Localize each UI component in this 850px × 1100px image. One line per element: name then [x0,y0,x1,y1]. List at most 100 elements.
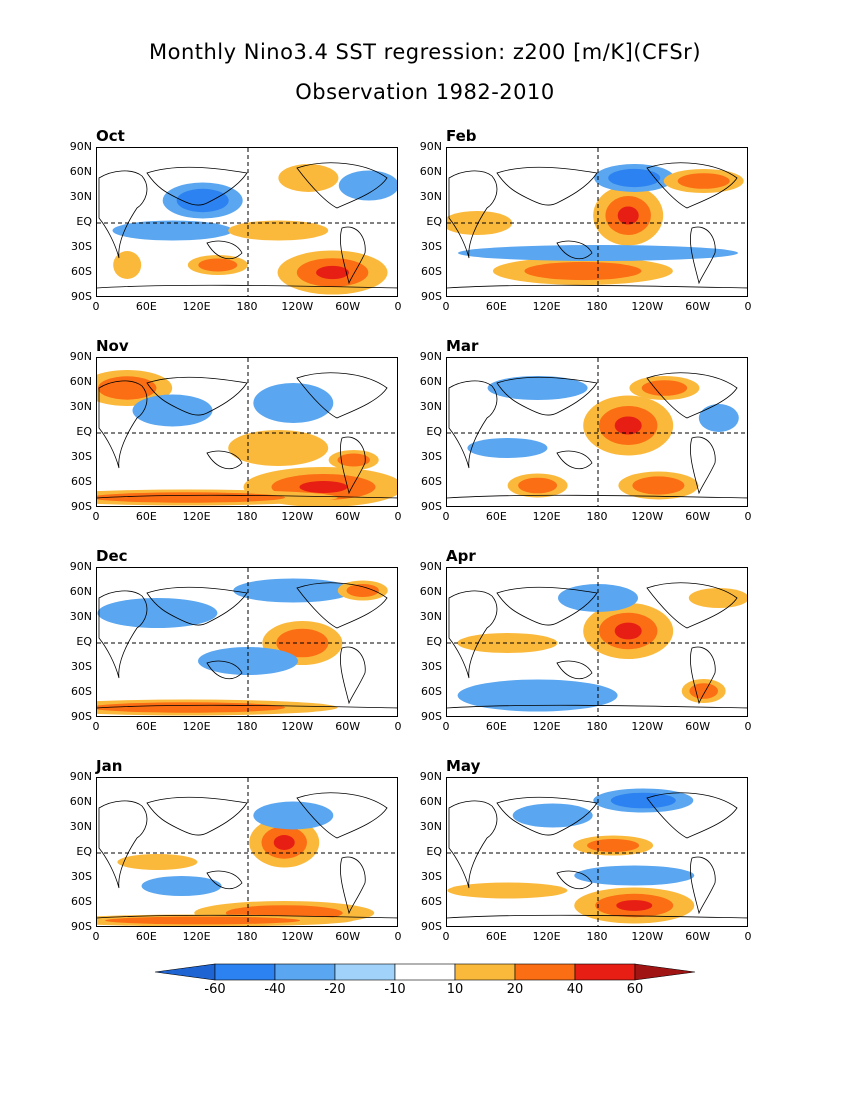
panel-month-label: Oct [96,127,125,145]
anomaly-contour [132,394,213,427]
regression-map [446,147,748,297]
lat-tick-label: EQ [76,425,92,438]
lat-tick-label: 60S [421,685,442,698]
coastline [97,792,397,919]
lon-tick-label: 120E [182,930,211,943]
lat-tick-label: 60S [421,895,442,908]
coastline [97,372,397,499]
lat-tick-label: 60S [71,685,92,698]
lat-tick-label: 90S [71,500,92,513]
lat-tick-label: 60N [69,375,92,388]
regression-map [96,357,398,507]
coastline [447,162,747,289]
lon-tick-label: 120W [631,510,664,523]
lon-tick-label: 0 [92,930,100,943]
map-panel-dec: Dec 90N 60N 30N EQ 30S 60S 90S 0 60E 120E 180 120W 60… [70,547,402,747]
lon-tick-label: 0 [394,510,402,523]
lon-tick-label: 120E [182,720,211,733]
map-field [97,358,397,506]
lon-tick-label: 180 [236,510,258,523]
lat-tick-label: EQ [76,215,92,228]
colorbar-segment [514,963,576,981]
anomaly-contour [447,211,513,235]
anomaly-contour [617,206,639,225]
panel-month-label: Jan [96,757,123,775]
lat-tick-label: 30N [69,610,92,623]
coastline [447,792,747,919]
lat-tick-label: 60N [69,795,92,808]
colorbar-segment [394,963,456,981]
lon-tick-label: 60W [335,510,361,523]
anomaly-contour [337,453,370,467]
lat-tick-label: 60N [69,585,92,598]
lon-tick-label: 120W [631,720,664,733]
lat-tick-label: 30S [71,240,92,253]
colorbar-level-label: 40 [566,982,584,997]
lat-tick-label: 90S [421,290,442,303]
lon-tick-label: 0 [442,510,450,523]
map-panel-feb: Feb 90N 60N 30N EQ 30S 60S 90S 0 60E 120E 180 120W 60… [420,127,752,327]
lon-tick-label: 0 [92,300,100,313]
lat-tick-label: 90N [69,350,92,363]
lon-tick-label: 0 [394,300,402,313]
lon-tick-label: 60E [135,930,157,943]
anomaly-contour [112,220,233,241]
lon-tick-label: 0 [744,300,752,313]
colorbar-level-label: 20 [506,982,524,997]
panel-month-label: Apr [446,547,476,565]
lat-tick-label: 90S [421,500,442,513]
anomaly-contour [457,633,558,653]
panel-month-label: Dec [96,547,128,565]
lat-tick-label: 60S [421,265,442,278]
lon-tick-label: 120E [532,930,561,943]
lat-tick-label: 30N [419,400,442,413]
colorbar-segment [214,963,276,981]
anomaly-contour [512,803,593,828]
lon-tick-label: 180 [236,930,258,943]
anomaly-contour [677,173,730,189]
lat-tick-label: EQ [76,635,92,648]
chart-title: Monthly Nino3.4 SST regression: z200 [m/… [148,40,702,64]
chart-subtitle: Observation 1982-2010 [295,80,555,104]
anomaly-contour [614,622,642,640]
lon-tick-label: 120W [281,300,314,313]
lon-tick-label: 120W [631,300,664,313]
lon-tick-label: 180 [586,510,608,523]
map-field [447,778,747,926]
colorbar-level-label: -10 [384,982,406,997]
lat-tick-label: 30N [69,400,92,413]
lat-tick-label: 60N [419,585,442,598]
lat-tick-label: 90S [71,710,92,723]
lat-tick-label: 60N [419,795,442,808]
colorbar-segment [574,963,636,981]
anomaly-contour [518,477,558,494]
lat-tick-label: 30S [71,870,92,883]
anomaly-contour [233,578,354,603]
lat-tick-label: 30N [69,190,92,203]
anomaly-contour [457,679,618,712]
lon-tick-label: 60E [485,930,507,943]
lat-tick-label: 90N [419,140,442,153]
map-field [97,148,397,296]
map-field [447,148,747,296]
lon-tick-label: 0 [744,510,752,523]
anomaly-contour [105,916,301,925]
regression-map [96,567,398,717]
lon-tick-label: 60E [485,300,507,313]
colorbar-segment [634,963,696,981]
anomaly-contour [616,900,653,911]
lon-tick-label: 0 [92,720,100,733]
anomaly-contour [117,854,198,870]
lon-tick-label: 120E [182,300,211,313]
map-panel-mar: Mar 90N 60N 30N EQ 30S 60S 90S 0 60E 120E 180 120W 60… [420,337,752,537]
map-field [97,568,397,716]
lon-tick-label: 0 [442,300,450,313]
lat-tick-label: 60S [71,265,92,278]
lon-tick-label: 60E [485,510,507,523]
lon-tick-label: 60W [335,300,361,313]
colorbar-level-label: -20 [324,982,346,997]
lat-tick-label: 30S [421,660,442,673]
lon-tick-label: 0 [744,930,752,943]
lon-tick-label: 60E [135,510,157,523]
anomaly-contour [587,839,640,852]
